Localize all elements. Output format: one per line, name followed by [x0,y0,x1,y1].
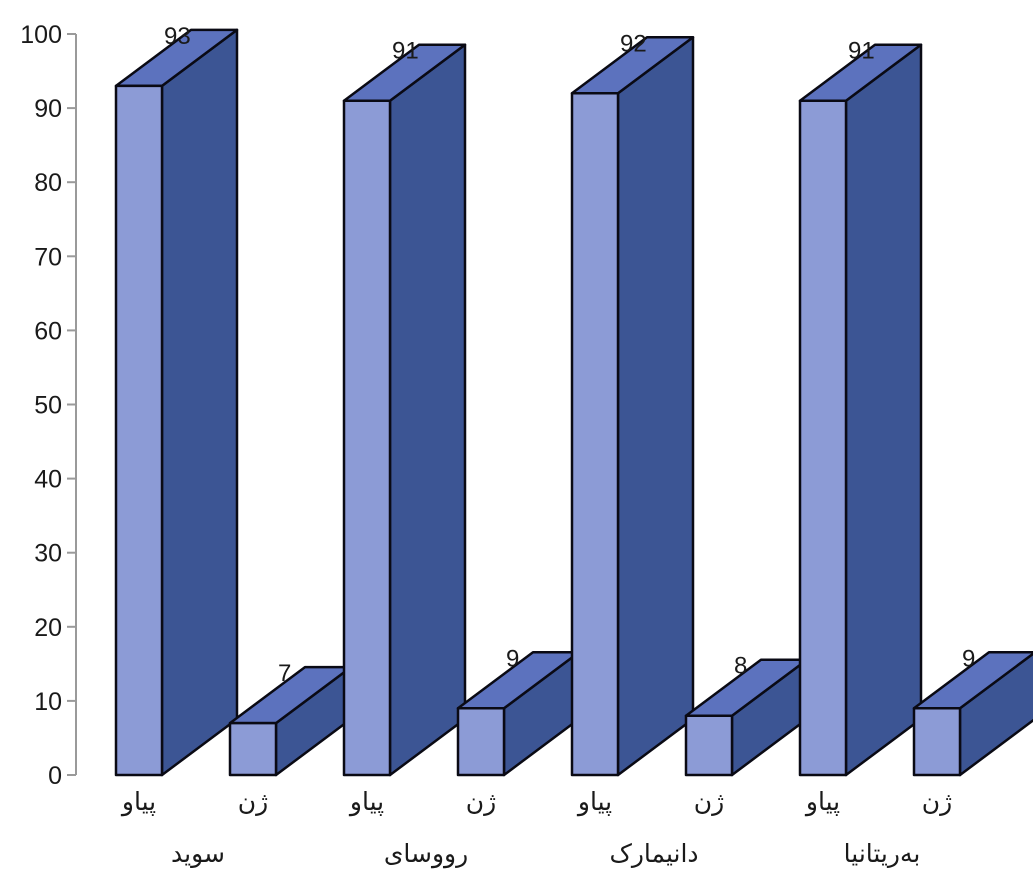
y-tick-label: 20 [34,614,62,642]
bar [798,99,848,777]
bar [684,714,734,777]
data-label: 9 [962,645,975,672]
y-tick-label: 50 [34,392,62,420]
y-tick-label: 90 [34,95,62,123]
data-label: 91 [848,38,875,65]
group-label: بەریتانیا [844,840,921,868]
group-label: سوید [171,840,225,868]
bars [114,28,1033,777]
data-label: 8 [734,653,747,680]
data-label: 93 [164,23,191,50]
y-tick-label: 0 [48,762,62,790]
y-tick-label: 70 [34,243,62,271]
x-tick-label: ژن [694,788,724,816]
labels: 93 پیاو 7 ژن سوید 91 پیاو 9 ژن رووسای 92 پیاو 8 ژن دان… [120,23,975,869]
y-tick-label: 40 [34,466,62,494]
x-tick-label: ژن [466,788,496,816]
x-tick-label: پیاو [120,788,156,817]
y-tick-label: 10 [34,688,62,716]
x-tick-label: پیاو [804,788,840,817]
data-label: 9 [506,645,519,672]
x-tick-label: پیاو [348,788,384,817]
bar [114,84,164,777]
data-label: 91 [392,38,419,65]
group-label: رووسای [384,840,468,869]
y-axis: 0 10 20 30 40 50 60 70 80 90 100 [20,21,77,790]
bar [570,92,620,777]
y-tick-label: 80 [34,169,62,197]
x-tick-label: پیاو [576,788,612,817]
bar [912,707,962,777]
x-tick-label: ژن [922,788,952,816]
bar-side [388,43,467,777]
x-tick-label: ژن [238,788,268,816]
data-label: 92 [620,30,647,57]
bar-side [160,28,239,777]
bar [228,721,278,777]
data-label: 7 [278,660,291,687]
y-tick-label: 30 [34,540,62,568]
bar-side [616,36,695,777]
bar [342,99,392,777]
bar-side [844,43,923,777]
y-tick-label: 60 [34,317,62,345]
bar [456,707,506,777]
y-tick-label: 100 [20,21,62,49]
group-label: دانیمارک [609,840,698,868]
